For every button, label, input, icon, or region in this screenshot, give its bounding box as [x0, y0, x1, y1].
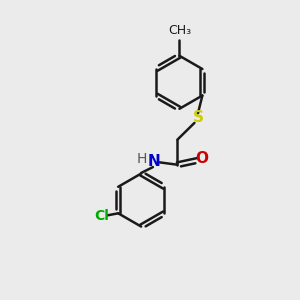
Text: H: H	[137, 152, 147, 166]
Text: Cl: Cl	[94, 209, 110, 223]
Text: N: N	[148, 154, 161, 169]
Text: S: S	[193, 110, 203, 125]
Text: CH₃: CH₃	[168, 24, 191, 37]
Text: O: O	[195, 151, 208, 166]
